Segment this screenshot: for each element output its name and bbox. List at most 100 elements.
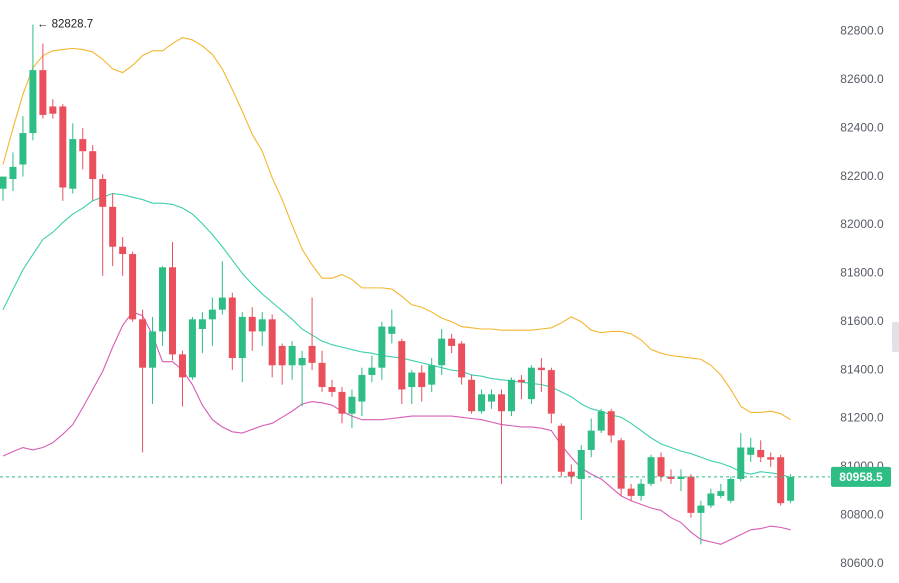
candle-body xyxy=(159,267,167,332)
candle-body xyxy=(109,206,117,247)
candle-body xyxy=(99,179,107,207)
last-price-label: 80958.5 xyxy=(839,470,883,484)
candle-body xyxy=(318,362,326,388)
candle-body xyxy=(557,425,565,472)
candle-body xyxy=(278,345,286,366)
candle-body xyxy=(168,267,176,355)
candle-body xyxy=(129,254,137,320)
band-line xyxy=(2,36,791,421)
y-tick-label: 82800.0 xyxy=(840,24,884,38)
candle-body xyxy=(29,70,37,134)
candle-body xyxy=(737,447,745,479)
candle-body xyxy=(707,493,715,506)
y-tick-label: 82000.0 xyxy=(840,217,884,231)
band-line xyxy=(2,192,791,479)
candle-body xyxy=(647,457,655,484)
candle-body xyxy=(198,319,206,329)
candle-body xyxy=(268,319,276,366)
candle-body xyxy=(149,331,157,368)
high-marker-label: ← 82828.7 xyxy=(37,19,93,31)
candle-body xyxy=(139,319,147,368)
candle-body xyxy=(69,139,77,189)
candle-body xyxy=(418,372,426,388)
candle-body xyxy=(767,457,775,460)
candle-body xyxy=(617,440,625,489)
y-tick-label: 82400.0 xyxy=(840,120,884,134)
candle-body xyxy=(488,394,496,402)
candle-body xyxy=(547,370,555,414)
candle-body xyxy=(328,387,336,392)
candle-body xyxy=(308,345,316,363)
candle-body xyxy=(667,476,675,479)
candle-body xyxy=(717,491,725,496)
candle-body xyxy=(597,411,605,431)
candle-body xyxy=(527,367,535,400)
candle-body xyxy=(49,106,57,114)
candle-body xyxy=(507,379,515,412)
candle-body xyxy=(498,394,505,412)
candle-body xyxy=(398,341,406,390)
candle-body xyxy=(697,505,705,513)
y-tick-label: 81600.0 xyxy=(840,314,884,328)
candle-body xyxy=(757,449,765,458)
candle-body xyxy=(0,176,7,189)
candle-body xyxy=(298,358,306,366)
y-tick-label: 82200.0 xyxy=(840,169,884,183)
candle-body xyxy=(537,367,545,371)
candle-body xyxy=(727,478,735,501)
candle-body xyxy=(777,457,785,504)
candle-body xyxy=(288,345,296,366)
candle-body xyxy=(677,476,685,479)
candle-body xyxy=(119,246,127,255)
candle-body xyxy=(747,447,755,455)
candle-body xyxy=(428,365,436,385)
candle-body xyxy=(9,166,17,180)
candle-body xyxy=(19,133,27,165)
y-tick-label: 81400.0 xyxy=(840,362,884,376)
candle-body xyxy=(178,354,186,378)
candle-body xyxy=(248,316,256,332)
y-tick-label: 80800.0 xyxy=(840,507,884,521)
candle-body xyxy=(478,394,486,412)
y-tick-label: 80600.0 xyxy=(840,556,884,570)
candle-body xyxy=(468,379,476,412)
candle-body xyxy=(657,457,665,477)
candle-body xyxy=(79,139,87,152)
candle-body xyxy=(577,449,585,479)
candle-body xyxy=(238,316,246,359)
y-tick-label: 81800.0 xyxy=(840,266,884,280)
candle-body xyxy=(218,297,226,310)
candle-body xyxy=(378,326,386,368)
candle-body xyxy=(458,343,466,378)
candle-body xyxy=(687,476,695,513)
candle-body xyxy=(358,374,366,402)
candle-body xyxy=(637,483,645,496)
candle-body xyxy=(338,391,346,414)
candle-body xyxy=(89,151,97,180)
y-tick-label: 81200.0 xyxy=(840,411,884,425)
candle-body xyxy=(627,488,635,496)
side-handle[interactable] xyxy=(892,322,899,352)
candle-body xyxy=(188,319,196,378)
candle-body xyxy=(348,396,356,414)
candle-body xyxy=(368,367,376,375)
candle-body xyxy=(448,338,456,346)
candle-body xyxy=(39,70,47,115)
candle-body xyxy=(567,471,575,477)
y-tick-label: 82600.0 xyxy=(840,72,884,86)
candle-body xyxy=(438,338,446,366)
candle-body xyxy=(59,106,67,188)
candle-body xyxy=(607,411,615,436)
last-price-tag xyxy=(831,466,891,487)
candle-body xyxy=(787,476,795,501)
candle-body xyxy=(388,326,396,334)
candle-body xyxy=(408,372,416,388)
candle-body xyxy=(228,297,236,359)
candle-body xyxy=(587,430,595,450)
candle-body xyxy=(517,379,525,383)
candle-body xyxy=(258,319,266,332)
candle-body xyxy=(208,309,216,320)
